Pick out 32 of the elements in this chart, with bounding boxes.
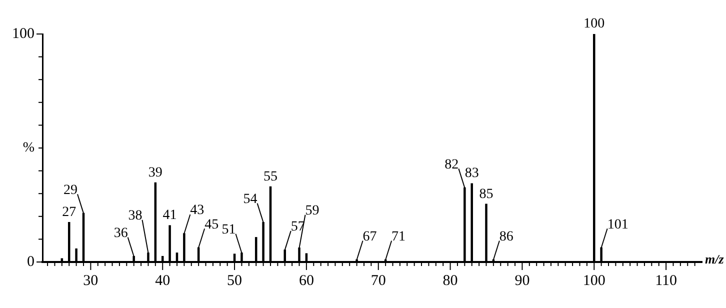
annotation: 45 (204, 217, 219, 232)
x-tick-label: 50 (227, 272, 242, 289)
x-tick-label: 40 (155, 272, 170, 289)
x-tick-label: 60 (298, 272, 314, 289)
annotation: 85 (479, 186, 494, 202)
x-tick-label: 80 (442, 272, 458, 289)
annotation: 41 (162, 208, 177, 224)
y-axis-title: % (22, 140, 35, 156)
annotation: 67 (362, 229, 377, 244)
x-tick-label: 100 (582, 272, 606, 289)
annotation: 27 (62, 205, 76, 220)
annotation: 86 (499, 229, 514, 244)
x-tick-label: 30 (83, 272, 98, 289)
annotation: 39 (148, 165, 162, 180)
annotation: 43 (190, 203, 204, 218)
annotation: 82 (444, 157, 459, 172)
annotation: 71 (392, 229, 406, 244)
annotation: 59 (305, 204, 320, 219)
annotation: 54 (243, 192, 258, 207)
y-tick-label: 0 (27, 254, 34, 270)
annotation: 38 (128, 208, 142, 224)
annotation: 51 (222, 222, 236, 238)
annotation: 29 (63, 182, 78, 198)
annotation: 55 (263, 169, 278, 184)
x-axis-title: m/z (705, 251, 725, 266)
annotation: 100 (584, 16, 605, 32)
annotation: 83 (464, 166, 479, 182)
x-tick-label: 110 (655, 272, 678, 289)
annotation: 101 (607, 217, 628, 232)
annotation: 36 (114, 226, 128, 241)
x-tick-label: 70 (370, 272, 386, 289)
x-tick-label: 90 (514, 272, 530, 289)
